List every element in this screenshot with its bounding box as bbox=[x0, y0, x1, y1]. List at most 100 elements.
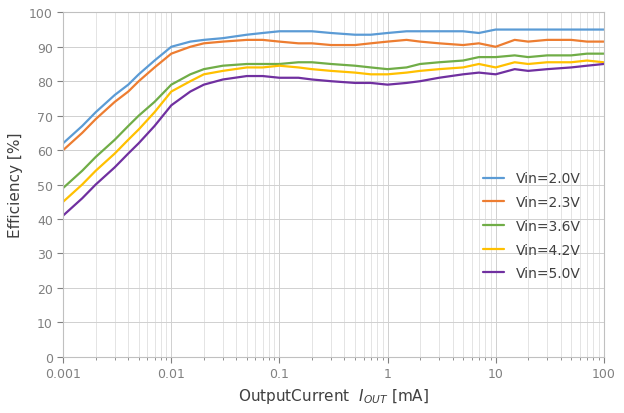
Vin=2.0V bbox=[259, 31, 266, 36]
Vin=3.6V bbox=[524, 55, 532, 60]
Vin=4.2V bbox=[436, 67, 443, 72]
Vin=4.2V bbox=[459, 66, 467, 71]
Vin=2.3V bbox=[416, 40, 424, 45]
Vin=2.3V bbox=[327, 43, 334, 48]
Vin=2.0V bbox=[295, 30, 302, 35]
Vin=5.0V bbox=[475, 71, 482, 76]
Vin=4.2V bbox=[475, 62, 482, 67]
Vin=3.6V bbox=[92, 155, 99, 160]
Vin=4.2V bbox=[583, 59, 591, 64]
Vin=4.2V bbox=[79, 183, 86, 188]
Vin=2.3V bbox=[567, 38, 575, 43]
Vin=3.6V bbox=[168, 83, 175, 88]
Vin=2.0V bbox=[243, 33, 251, 38]
Vin=2.3V bbox=[295, 42, 302, 47]
Vin=5.0V bbox=[259, 74, 266, 79]
Vin=5.0V bbox=[125, 152, 132, 157]
Vin=4.2V bbox=[308, 67, 316, 72]
Vin=2.3V bbox=[308, 42, 316, 47]
Vin=2.3V bbox=[219, 40, 227, 45]
Vin=2.0V bbox=[276, 30, 283, 35]
Vin=4.2V bbox=[600, 61, 608, 66]
Vin=2.0V bbox=[308, 30, 316, 35]
Vin=3.6V bbox=[436, 61, 443, 66]
Y-axis label: Efficiency [%]: Efficiency [%] bbox=[8, 133, 23, 238]
Vin=5.0V bbox=[200, 83, 208, 88]
Vin=2.0V bbox=[200, 38, 208, 43]
Vin=4.2V bbox=[327, 69, 334, 74]
Vin=5.0V bbox=[351, 81, 359, 86]
Vin=2.0V bbox=[524, 28, 532, 33]
Vin=4.2V bbox=[351, 71, 359, 76]
Vin=4.2V bbox=[295, 66, 302, 71]
Vin=5.0V bbox=[524, 69, 532, 74]
Vin=4.2V bbox=[243, 66, 251, 71]
Vin=3.6V bbox=[243, 62, 251, 67]
Vin=5.0V bbox=[416, 80, 424, 85]
Vin=3.6V bbox=[416, 62, 424, 67]
Vin=4.2V bbox=[92, 169, 99, 174]
Vin=2.3V bbox=[492, 45, 499, 50]
Vin=5.0V bbox=[111, 166, 119, 171]
Vin=2.0V bbox=[92, 110, 99, 115]
Vin=2.0V bbox=[219, 37, 227, 42]
X-axis label: OutputCurrent  $I_{OUT}$ [mA]: OutputCurrent $I_{OUT}$ [mA] bbox=[238, 386, 429, 405]
Vin=4.2V bbox=[219, 69, 227, 74]
Vin=5.0V bbox=[367, 81, 374, 86]
Vin=5.0V bbox=[459, 73, 467, 78]
Vin=2.0V bbox=[79, 124, 86, 129]
Vin=3.6V bbox=[135, 114, 142, 119]
Vin=2.0V bbox=[59, 141, 67, 146]
Vin=3.6V bbox=[125, 124, 132, 129]
Vin=5.0V bbox=[492, 73, 499, 78]
Vin=2.0V bbox=[135, 73, 142, 78]
Vin=2.3V bbox=[403, 38, 411, 43]
Vin=3.6V bbox=[600, 52, 608, 57]
Vin=3.6V bbox=[59, 186, 67, 191]
Vin=2.0V bbox=[111, 93, 119, 98]
Vin=2.0V bbox=[436, 30, 443, 35]
Vin=5.0V bbox=[511, 67, 519, 72]
Vin=2.3V bbox=[384, 40, 391, 45]
Vin=5.0V bbox=[544, 67, 551, 72]
Vin=5.0V bbox=[327, 80, 334, 85]
Vin=4.2V bbox=[151, 110, 158, 115]
Line: Vin=3.6V: Vin=3.6V bbox=[63, 55, 604, 188]
Vin=3.6V bbox=[384, 67, 391, 72]
Vin=3.6V bbox=[111, 138, 119, 143]
Vin=5.0V bbox=[219, 78, 227, 83]
Vin=3.6V bbox=[403, 66, 411, 71]
Vin=5.0V bbox=[187, 90, 194, 95]
Legend: Vin=2.0V, Vin=2.3V, Vin=3.6V, Vin=4.2V, Vin=5.0V: Vin=2.0V, Vin=2.3V, Vin=3.6V, Vin=4.2V, … bbox=[478, 166, 586, 286]
Vin=3.6V bbox=[511, 54, 519, 59]
Vin=2.0V bbox=[168, 45, 175, 50]
Vin=2.0V bbox=[416, 30, 424, 35]
Vin=2.3V bbox=[351, 43, 359, 48]
Vin=2.0V bbox=[351, 33, 359, 38]
Vin=2.0V bbox=[544, 28, 551, 33]
Vin=2.0V bbox=[511, 28, 519, 33]
Vin=2.3V bbox=[59, 148, 67, 153]
Vin=5.0V bbox=[92, 183, 99, 188]
Vin=2.3V bbox=[200, 42, 208, 47]
Vin=2.3V bbox=[135, 80, 142, 85]
Vin=2.3V bbox=[475, 42, 482, 47]
Vin=3.6V bbox=[200, 67, 208, 72]
Vin=2.3V bbox=[524, 40, 532, 45]
Vin=2.0V bbox=[384, 31, 391, 36]
Vin=4.2V bbox=[384, 73, 391, 78]
Vin=5.0V bbox=[583, 64, 591, 69]
Vin=2.3V bbox=[600, 40, 608, 45]
Vin=2.3V bbox=[511, 38, 519, 43]
Vin=3.6V bbox=[492, 55, 499, 60]
Vin=2.3V bbox=[243, 38, 251, 43]
Vin=5.0V bbox=[59, 214, 67, 218]
Vin=2.3V bbox=[583, 40, 591, 45]
Vin=3.6V bbox=[308, 61, 316, 66]
Vin=3.6V bbox=[151, 100, 158, 105]
Vin=5.0V bbox=[79, 196, 86, 201]
Vin=2.3V bbox=[276, 40, 283, 45]
Vin=2.0V bbox=[125, 83, 132, 88]
Line: Vin=2.3V: Vin=2.3V bbox=[63, 41, 604, 151]
Vin=2.3V bbox=[436, 42, 443, 47]
